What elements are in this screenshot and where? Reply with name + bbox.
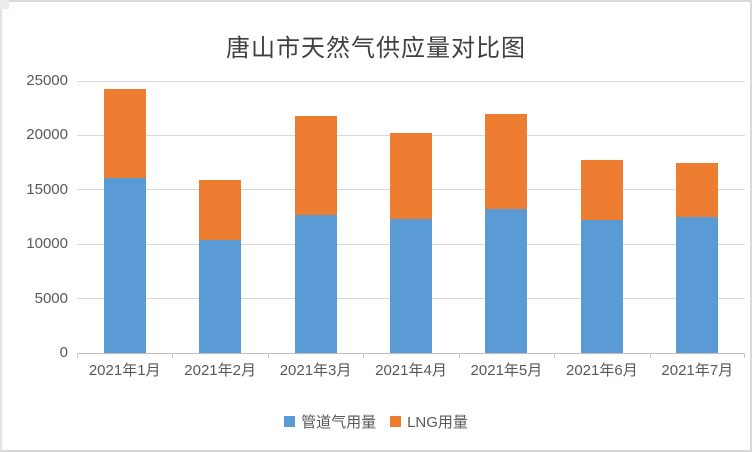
x-axis-tick-mark xyxy=(554,353,555,358)
bar-segment-管道气用量 xyxy=(390,219,432,353)
legend-item: 管道气用量 xyxy=(284,411,376,432)
x-axis-tick-mark xyxy=(268,353,269,358)
y-axis-tick-label: 0 xyxy=(59,344,68,361)
bar-segment-管道气用量 xyxy=(199,239,242,353)
x-axis-category-label: 2021年4月 xyxy=(375,362,447,379)
x-axis-category-label: 2021年1月 xyxy=(88,362,161,379)
legend-swatch-icon xyxy=(284,416,296,427)
legend: 管道气用量 LNG用量 xyxy=(2,411,750,432)
bar-segment-LNG用量 xyxy=(580,160,623,221)
bar-segment-管道气用量 xyxy=(485,209,528,353)
x-axis-tick-mark xyxy=(459,353,460,358)
x-axis-category-label: 2021年7月 xyxy=(661,362,734,379)
bar-segment-管道气用量 xyxy=(103,177,146,353)
chart-corner-artifact xyxy=(0,0,9,9)
bar-segment-LNG用量 xyxy=(485,113,528,210)
y-axis-tick-label: 5000 xyxy=(34,289,68,307)
bar-segment-管道气用量 xyxy=(580,220,623,353)
gridline xyxy=(77,80,745,82)
bar-segment-管道气用量 xyxy=(676,217,719,353)
bar-segment-LNG用量 xyxy=(103,88,146,178)
bar-segment-LNG用量 xyxy=(390,133,432,220)
y-axis-tick-label: 15000 xyxy=(26,180,68,198)
x-axis-tick-mark xyxy=(172,353,173,358)
y-axis-tick-label: 20000 xyxy=(26,126,68,144)
bar-segment-LNG用量 xyxy=(294,115,337,215)
legend-swatch-icon xyxy=(390,416,402,427)
chart-title: 唐山市天然气供应量对比图 xyxy=(226,35,526,62)
plot-area xyxy=(77,80,745,358)
x-axis-category-label: 2021年2月 xyxy=(184,362,256,379)
y-axis-tick-label: 25000 xyxy=(26,72,68,89)
x-axis-category-label: 2021年3月 xyxy=(279,362,352,379)
bar-segment-LNG用量 xyxy=(676,162,719,217)
x-axis-tick-mark xyxy=(744,353,745,358)
legend-label: 管道气用量 xyxy=(301,414,377,431)
bar-segment-管道气用量 xyxy=(294,214,337,353)
y-axis-tick-label: 10000 xyxy=(26,235,68,253)
legend-label: LNG用量 xyxy=(407,414,468,431)
legend-item: LNG用量 xyxy=(390,411,468,432)
bar-segment-LNG用量 xyxy=(199,180,242,240)
x-axis-category-label: 2021年6月 xyxy=(565,362,638,379)
x-axis-category-label: 2021年5月 xyxy=(470,362,543,379)
x-axis-tick-mark xyxy=(363,353,364,358)
x-axis-tick-mark xyxy=(77,353,78,358)
x-axis-tick-mark xyxy=(650,353,651,358)
